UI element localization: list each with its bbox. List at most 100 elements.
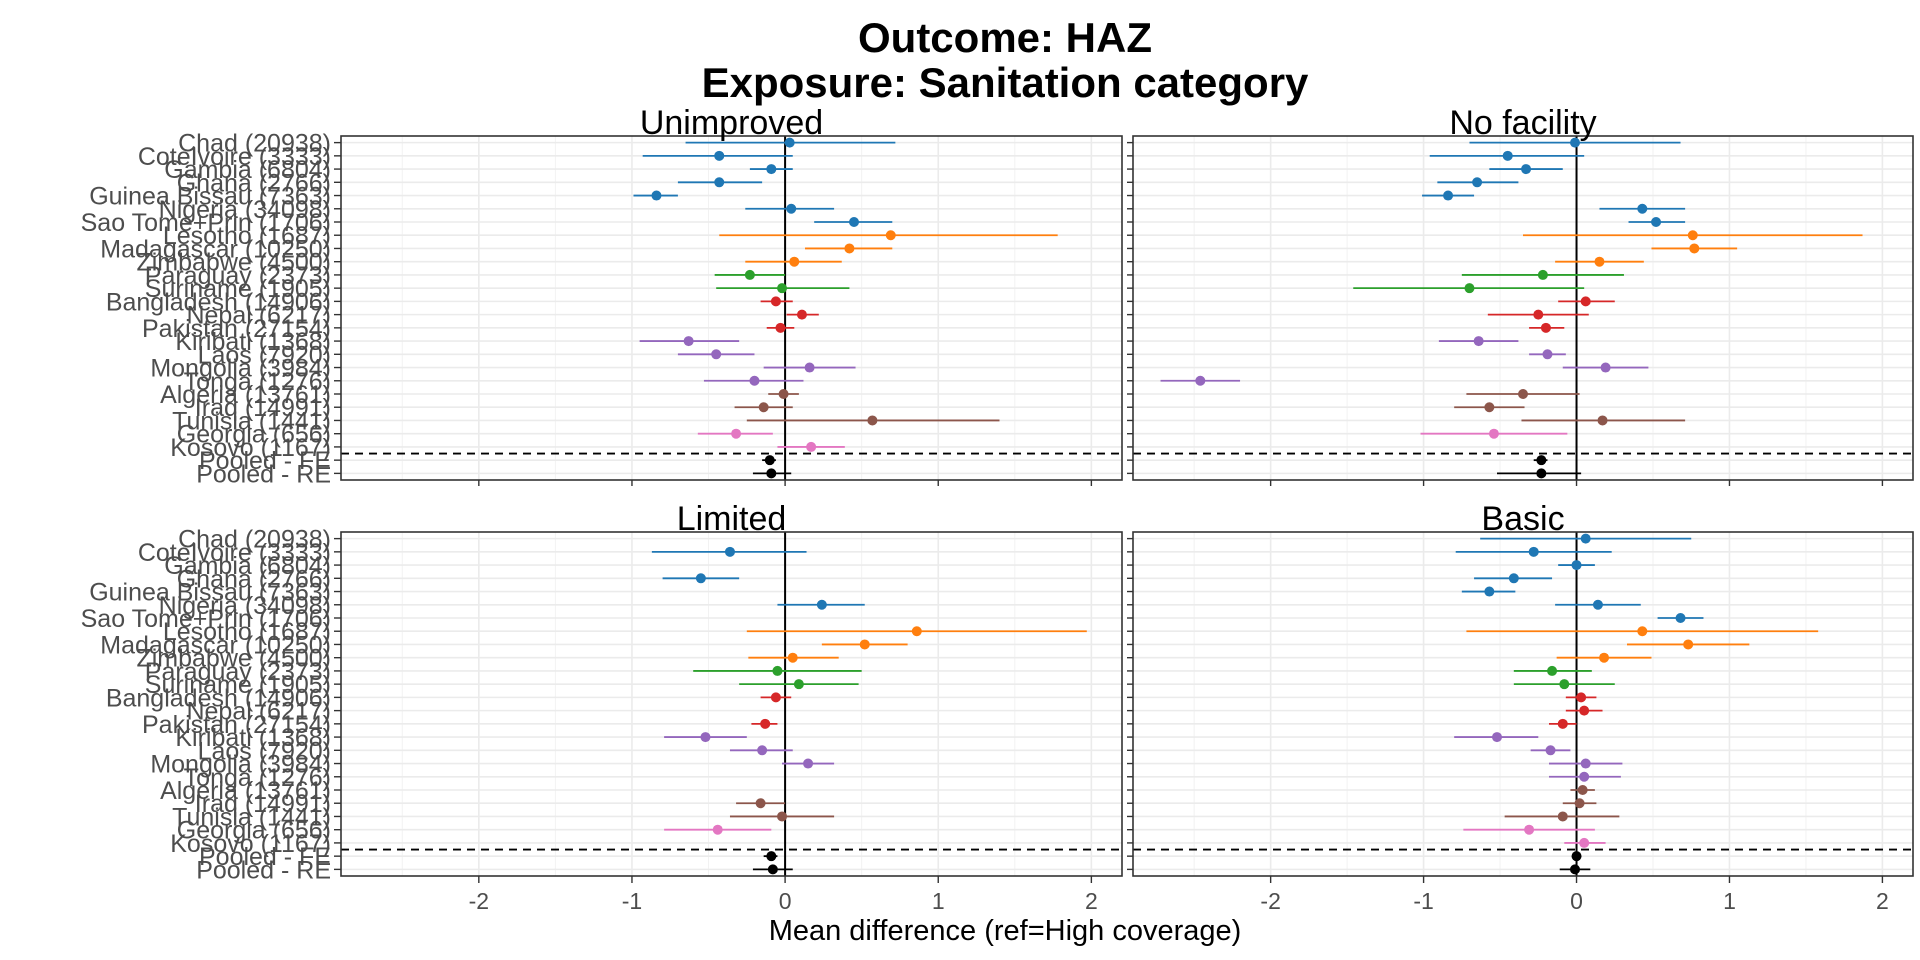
point-estimate (1508, 573, 1519, 584)
point-estimate (1597, 415, 1608, 426)
y-tick-label: Guinea Bissau (7363) (89, 183, 331, 211)
y-tick-label: Zimbabwe (4500) (136, 645, 331, 673)
y-tick-label: Nigeria (34098) (159, 592, 331, 620)
point-estimate (859, 639, 870, 650)
y-tick-label: Pooled - RE (196, 856, 331, 884)
point-estimate (816, 599, 827, 610)
y-tick-label: CoteIvoire (3333) (138, 143, 331, 171)
y-tick-label: Sao Tome+Prin (1706) (81, 209, 331, 237)
point-estimate (1537, 269, 1548, 280)
y-tick-label: Pakistan (27154) (142, 711, 331, 739)
x-tick-label: -2 (1260, 888, 1280, 914)
point-estimate (1570, 864, 1580, 875)
point-estimate (1557, 718, 1568, 729)
point-estimate (1651, 217, 1662, 227)
point-estimate (1637, 203, 1648, 214)
y-tick-label: Kosovo (1167) (170, 830, 331, 858)
y-tick-label: Georgia (656) (177, 421, 331, 449)
y-tick-label: Nepal (6217) (186, 302, 331, 330)
panel-label: No facility (1449, 104, 1596, 142)
y-tick-label: Iraq (14991) (195, 790, 331, 818)
y-tick-label: Paraguay (2373) (145, 262, 331, 290)
panel-label: Limited (677, 500, 787, 538)
point-estimate (766, 851, 777, 862)
point-estimate (1484, 402, 1495, 413)
chart-title-line-1: Outcome: HAZ (858, 14, 1152, 61)
y-tick-label: Lesotho (1687) (163, 222, 331, 250)
point-estimate (1570, 137, 1580, 148)
point-estimate (793, 679, 804, 690)
point-estimate (1576, 692, 1587, 703)
y-tick-label: Tunisia (1441) (172, 803, 331, 831)
point-estimate (1683, 639, 1694, 650)
y-tick-label: Pooled - FE (199, 447, 331, 475)
y-tick-label: Algeria (13761) (160, 381, 331, 409)
point-estimate (714, 150, 725, 161)
y-tick-label: Tonga (1276) (184, 764, 331, 792)
y-tick-label: Guinea Bissau (7363) (89, 579, 331, 607)
point-estimate (775, 322, 786, 333)
point-estimate (849, 217, 860, 227)
point-estimate (1536, 455, 1547, 466)
point-estimate (683, 336, 694, 347)
y-tick-label: Pakistan (27154) (142, 315, 331, 343)
panel-border (1132, 531, 1914, 877)
point-estimate (1599, 652, 1610, 663)
point-estimate (1521, 164, 1532, 175)
y-tick-label: Georgia (656) (177, 817, 331, 845)
panel-background (341, 136, 1122, 480)
panel-border (1132, 135, 1914, 481)
point-estimate (749, 375, 760, 386)
point-estimate (1545, 745, 1556, 756)
point-estimate (789, 256, 800, 267)
panel-limited: Limited Chad (20938)CoteIvoire (3333)Gamb… (81, 500, 1123, 914)
point-estimate (796, 309, 807, 320)
y-tick-label: Algeria (13761) (160, 777, 331, 805)
y-tick-label: Lesotho (1687) (163, 618, 331, 646)
point-estimate (1195, 375, 1206, 386)
point-estimate (764, 455, 775, 466)
point-estimate (1473, 336, 1484, 347)
point-estimate (1492, 732, 1502, 743)
panel-background (1133, 136, 1913, 480)
point-estimate (700, 732, 711, 743)
point-estimate (1571, 560, 1582, 571)
point-estimate (767, 864, 778, 875)
y-tick-label: Zimbabwe (4500) (136, 249, 331, 277)
y-tick-label: Sao Tome+Prin (1706) (81, 605, 331, 633)
y-tick-label: Tunisia (1441) (172, 407, 331, 435)
point-estimate (1580, 296, 1591, 307)
point-estimate (844, 243, 855, 254)
y-tick-label: Pooled - FE (199, 843, 331, 871)
point-estimate (1524, 824, 1535, 835)
point-estimate (766, 468, 777, 479)
y-tick-label: Iraq (14991) (195, 394, 331, 422)
point-estimate (1577, 785, 1588, 795)
point-estimate (695, 573, 706, 584)
y-tick-label: Nigeria (34098) (159, 196, 331, 224)
point-estimate (744, 269, 755, 280)
point-estimate (766, 164, 777, 175)
point-estimate (1484, 586, 1495, 597)
point-estimate (1594, 256, 1605, 267)
point-estimate (1528, 546, 1539, 557)
point-estimate (1557, 811, 1568, 822)
point-estimate (1536, 468, 1547, 479)
point-estimate (755, 798, 766, 809)
point-estimate (777, 811, 788, 822)
point-estimate (1579, 771, 1590, 782)
point-estimate (778, 389, 789, 399)
point-estimate (1689, 243, 1700, 254)
chart-title: Outcome: HAZ Exposure: Sanitation catego… (702, 14, 1309, 106)
point-estimate (1579, 705, 1590, 716)
y-tick-label: Kosovo (1167) (170, 434, 331, 462)
panel-border (340, 135, 1123, 481)
panel-label: Unimproved (640, 104, 823, 142)
point-estimate (1574, 798, 1585, 809)
x-tick-label: -1 (1413, 888, 1433, 914)
point-estimate (714, 177, 725, 188)
panel-label: Basic (1481, 500, 1564, 538)
point-estimate (711, 349, 722, 360)
point-estimate (1637, 626, 1648, 637)
y-tick-label: Suriname (1905) (145, 671, 331, 699)
